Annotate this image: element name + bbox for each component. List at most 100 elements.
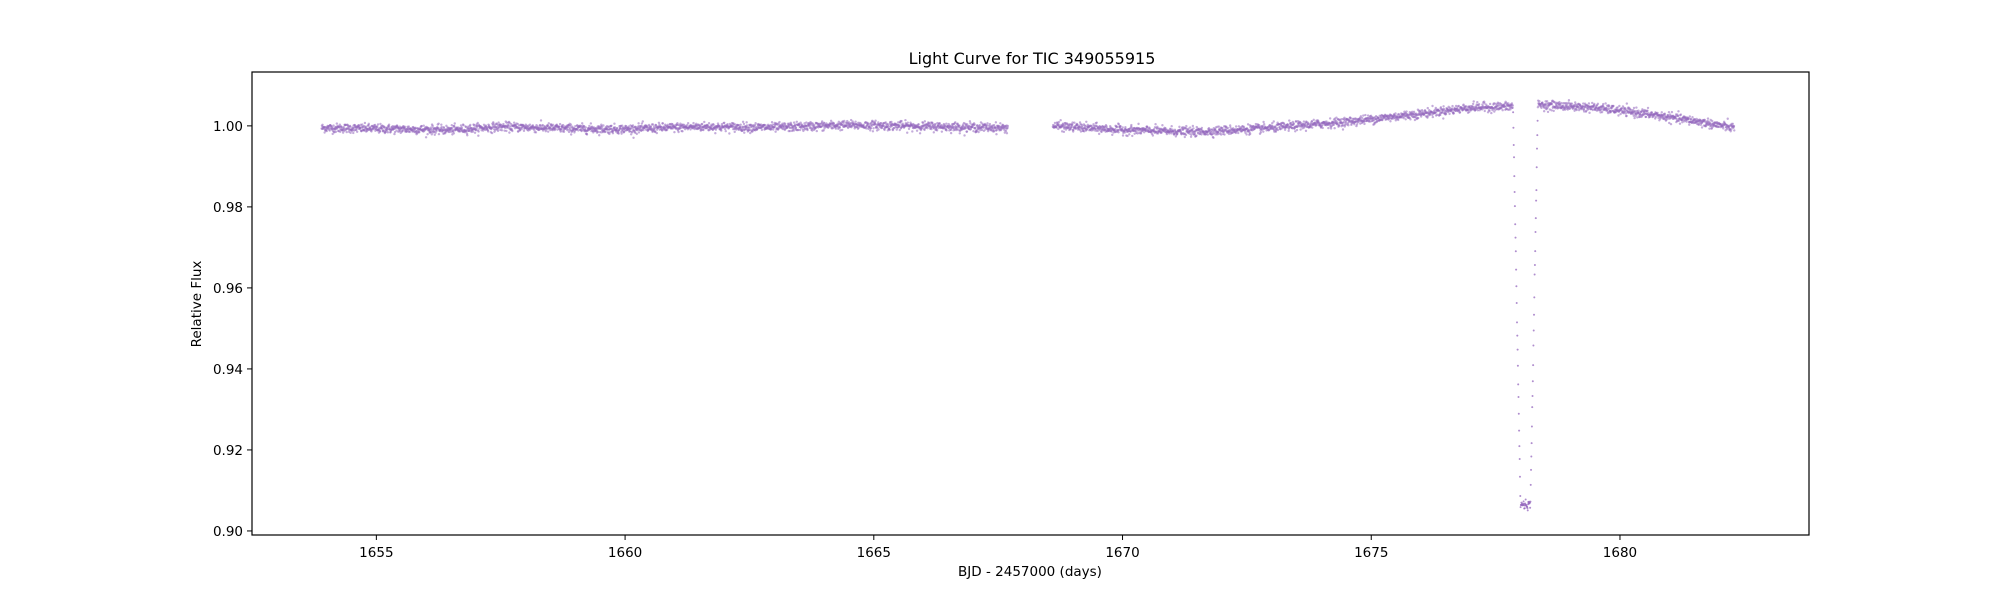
- data-point: [1143, 131, 1146, 134]
- data-point: [1130, 123, 1133, 127]
- data-point: [1536, 134, 1539, 137]
- data-point: [649, 125, 653, 128]
- data-point: [426, 132, 429, 136]
- data-point: [1532, 329, 1535, 332]
- x-tick-label: 1665: [857, 545, 891, 561]
- data-point: [1679, 113, 1683, 116]
- data-point: [666, 123, 670, 127]
- data-point: [1631, 112, 1635, 115]
- data-point: [332, 124, 335, 127]
- data-point: [1206, 133, 1209, 136]
- data-point: [1681, 118, 1684, 122]
- data-point: [794, 126, 798, 129]
- data-point: [1529, 506, 1532, 509]
- data-point: [462, 124, 465, 127]
- data-point: [375, 125, 379, 128]
- data-point: [874, 119, 877, 122]
- data-point: [1625, 102, 1629, 105]
- data-point: [1062, 130, 1066, 134]
- data-point: [1246, 123, 1250, 126]
- data-point: [1548, 108, 1552, 111]
- data-point: [1685, 120, 1688, 123]
- data-point: [1513, 191, 1516, 194]
- data-point: [1363, 122, 1366, 126]
- data-point: [1168, 132, 1171, 135]
- data-point: [1552, 109, 1555, 113]
- data-point: [1558, 100, 1561, 104]
- data-point: [629, 127, 633, 130]
- data-point: [723, 121, 726, 124]
- data-point: [531, 124, 535, 127]
- data-point: [363, 121, 367, 125]
- data-point: [898, 128, 901, 132]
- data-point: [1295, 128, 1299, 132]
- data-point: [1563, 108, 1567, 111]
- data-point: [686, 123, 689, 127]
- data-point: [581, 122, 584, 125]
- data-point: [420, 124, 423, 128]
- data-point: [1458, 109, 1461, 112]
- data-point: [949, 131, 953, 135]
- data-point: [1515, 268, 1518, 271]
- data-point: [435, 129, 438, 133]
- x-axis-label: BJD - 2457000 (days): [958, 564, 1102, 580]
- data-point: [1500, 107, 1503, 110]
- data-point: [1226, 126, 1229, 130]
- data-point: [1687, 117, 1690, 121]
- data-point: [1128, 133, 1131, 136]
- data-point: [1327, 126, 1330, 130]
- data-point: [929, 123, 932, 127]
- data-point: [1531, 395, 1534, 398]
- data-point: [1608, 105, 1611, 108]
- data-point: [975, 130, 978, 133]
- data-point: [1217, 130, 1220, 134]
- data-point: [926, 127, 929, 130]
- data-point: [1328, 117, 1332, 120]
- data-point: [615, 126, 619, 130]
- data-point: [1343, 116, 1346, 119]
- data-point: [1516, 321, 1518, 324]
- data-point: [482, 123, 486, 126]
- data-point: [1533, 264, 1536, 267]
- data-point: [323, 131, 326, 134]
- data-point: [341, 131, 345, 134]
- data-point: [1221, 126, 1224, 130]
- data-point: [1722, 127, 1725, 130]
- data-point: [1546, 106, 1549, 109]
- data-point: [805, 121, 808, 124]
- data-point: [1511, 106, 1514, 110]
- data-point: [1519, 506, 1522, 509]
- data-point: [1185, 124, 1188, 128]
- data-point: [1617, 114, 1620, 117]
- data-point: [1220, 133, 1223, 136]
- data-point: [1288, 119, 1291, 122]
- data-point: [1442, 117, 1445, 120]
- data-point: [1237, 131, 1240, 135]
- data-point: [596, 130, 600, 134]
- data-point: [1188, 132, 1191, 135]
- data-point: [994, 121, 998, 124]
- data-point: [328, 129, 331, 132]
- data-point: [1137, 122, 1140, 126]
- data-point: [1083, 130, 1086, 133]
- data-point: [754, 122, 757, 125]
- data-point: [1452, 111, 1455, 115]
- data-point: [1004, 129, 1008, 133]
- data-point: [1648, 115, 1652, 119]
- data-point: [1360, 116, 1364, 120]
- data-point: [700, 122, 704, 126]
- data-point: [1625, 114, 1628, 118]
- data-point: [561, 123, 565, 127]
- data-point: [473, 131, 477, 134]
- data-point: [1604, 102, 1607, 105]
- data-point: [600, 123, 603, 126]
- data-point: [559, 130, 562, 133]
- data-point: [1488, 109, 1491, 113]
- data-point: [1515, 285, 1518, 288]
- data-point: [840, 128, 844, 132]
- data-point: [584, 126, 587, 129]
- data-point: [888, 128, 891, 132]
- data-point: [923, 128, 926, 132]
- data-point: [1363, 120, 1366, 123]
- data-point: [1071, 123, 1074, 126]
